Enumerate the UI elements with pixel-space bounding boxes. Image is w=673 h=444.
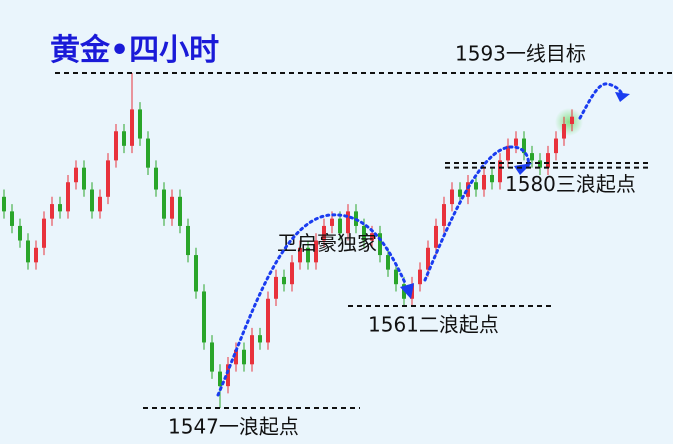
candle-body [498,160,502,183]
candle-body [442,204,446,226]
candle-body [210,342,214,372]
candle-body [178,196,182,226]
candle-body [386,255,390,270]
candle-body [234,349,238,365]
candle-body [170,196,174,219]
candles [2,73,574,408]
candle-body [186,225,190,256]
candle-body [306,247,310,263]
candle-body [274,276,278,299]
candle-body [562,123,566,139]
level-label: 1593一线目标 [455,42,586,66]
candle-body [42,218,46,248]
candle-body [194,255,198,292]
candle-body [522,138,526,154]
candle-body [74,167,78,183]
candle-body [98,196,102,212]
candle-body [26,240,30,263]
candle-body [394,269,398,285]
candle-body [402,284,406,299]
candle-body [538,160,542,168]
candle-body [218,371,222,387]
candle-body [50,204,54,219]
arrow-head [400,283,414,299]
candle-body [570,116,574,124]
level-label: 1561二浪起点 [368,313,499,337]
levels: 1593一线目标 1580三浪起点 1561二浪起点 1547一浪起点 [55,42,673,439]
level-label: 1580三浪起点 [505,172,636,196]
candle-body [482,174,486,190]
candle-body [122,131,126,146]
level-label: 1547一浪起点 [168,415,299,439]
arrow-head [514,163,532,175]
candle-body [290,262,294,285]
arrow-head [615,92,630,102]
candle-body [34,247,38,263]
candle-body [18,225,22,241]
candle-body [226,364,230,387]
candle-body [554,138,558,154]
candle-body [58,204,62,212]
candle-body [82,167,86,190]
candle-body [298,247,302,263]
candle-body [314,240,318,263]
candle-body [546,153,550,168]
candle-body [10,211,14,226]
candle-body [426,247,430,270]
candle-body [266,298,270,343]
wave-arrow [216,213,408,397]
candle-body [322,225,326,241]
candle-body [338,218,342,234]
candle-body [490,174,494,183]
candle-body [250,335,254,365]
candle-body [138,109,142,139]
candle-body [114,131,118,161]
candle-body [434,225,438,248]
candle-body [202,291,206,343]
chart-title: 黄金•四小时 [50,33,219,68]
candle-body [146,138,150,168]
candle-body [418,269,422,285]
candle-body [362,225,366,241]
candle-body [378,233,382,256]
candle-body [346,211,350,234]
candle-body [530,153,534,161]
candle-body [130,109,134,146]
candle-body [370,233,374,241]
candle-body [242,349,246,365]
glow [555,108,583,136]
candle-body [458,189,462,197]
candle-body [2,196,6,212]
candle-body [330,218,334,226]
candle-body [258,335,262,343]
candle-body [106,160,110,197]
wave-arrow [578,82,624,120]
candle-body [514,138,518,146]
candle-body [66,182,70,212]
candle-body [282,276,286,285]
candle-body [466,182,470,197]
wave-arrow [423,145,530,282]
candle-body [450,189,454,205]
candle-body [154,167,158,190]
candle-body [90,189,94,212]
annotation: 卫启豪独家 [277,231,377,255]
candle-body [506,145,510,161]
candle-body [474,182,478,190]
candle-body [162,189,166,219]
